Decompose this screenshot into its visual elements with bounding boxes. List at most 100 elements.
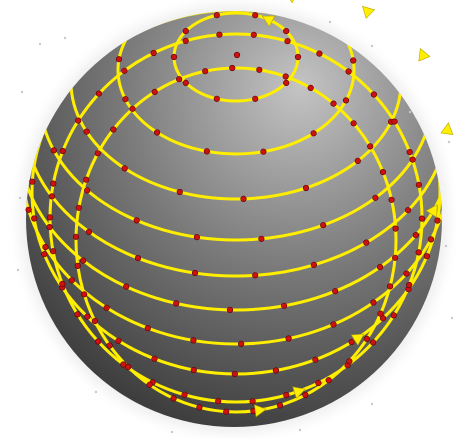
sample-point	[176, 188, 183, 196]
sample-point	[223, 408, 230, 415]
sample-point	[84, 187, 91, 194]
sample-point	[81, 291, 88, 298]
sample-point	[240, 195, 247, 202]
sample-point	[377, 264, 384, 271]
sample-point	[146, 381, 153, 388]
sample-point	[392, 225, 399, 232]
sample-point	[123, 283, 130, 290]
sample-point	[350, 57, 357, 64]
sample-point	[181, 391, 188, 398]
sample-point	[29, 178, 36, 185]
sample-point	[115, 56, 123, 63]
sample-point	[434, 217, 441, 224]
sample-points	[25, 12, 441, 415]
sample-point	[238, 340, 245, 348]
sample-point	[412, 232, 420, 239]
sample-point	[310, 261, 318, 269]
sample-point	[283, 392, 290, 399]
sample-point	[94, 150, 101, 157]
sample-point	[182, 28, 189, 35]
sample-point	[330, 321, 337, 328]
sample-point	[115, 337, 122, 344]
sample-point	[370, 91, 378, 98]
sample-point	[229, 64, 236, 72]
sample-point	[95, 90, 102, 97]
sample-point	[283, 79, 290, 86]
sample-point	[151, 88, 158, 95]
sample-point	[213, 95, 220, 102]
sample-point	[150, 49, 157, 57]
sample-point	[354, 157, 361, 164]
spiral-ring-7	[26, 11, 442, 346]
sample-point	[50, 147, 57, 154]
sample-point	[122, 96, 129, 103]
sample-point	[79, 257, 87, 264]
sample-point	[170, 395, 177, 402]
background-dots	[16, 20, 454, 434]
sample-point	[106, 342, 113, 349]
sample-point	[74, 311, 81, 318]
sample-point	[276, 402, 284, 409]
sample-point	[350, 120, 357, 127]
sample-point	[294, 53, 302, 61]
spiral-ring-5	[26, 11, 442, 278]
sample-point	[252, 272, 259, 279]
sample-point	[391, 118, 398, 125]
sample-point	[231, 370, 238, 378]
sample-point	[284, 38, 291, 45]
sample-point	[48, 193, 56, 200]
sample-point	[427, 236, 435, 243]
sample-point	[403, 270, 410, 277]
sample-point	[282, 73, 289, 80]
sample-point	[372, 194, 379, 201]
spiral-ring-2	[116, 11, 356, 156]
sample-point	[302, 184, 310, 192]
sample-point	[409, 156, 416, 163]
sample-point	[363, 335, 371, 343]
sample-point	[250, 31, 257, 38]
sample-point	[154, 129, 161, 136]
direction-arrow-3	[362, 5, 376, 19]
sample-point	[363, 239, 370, 246]
sample-point	[120, 361, 127, 368]
sample-point	[46, 224, 53, 231]
sample-point	[46, 214, 54, 221]
background-dot	[298, 428, 302, 432]
direction-arrow-5	[440, 122, 454, 135]
background-dot	[38, 42, 42, 46]
sample-point	[216, 31, 223, 38]
sample-point	[346, 358, 353, 365]
sample-point	[41, 251, 48, 258]
direction-arrow-8	[292, 386, 306, 399]
sample-point	[423, 253, 431, 260]
sample-point	[406, 281, 413, 289]
background-dot	[20, 90, 24, 94]
sample-point	[249, 398, 256, 405]
sample-point	[258, 235, 265, 242]
sample-point	[74, 262, 81, 270]
sample-point	[285, 335, 292, 342]
background-dot	[408, 110, 412, 114]
background-dot	[18, 196, 22, 200]
sample-point	[59, 280, 66, 288]
sample-point	[121, 165, 128, 172]
sample-point	[125, 363, 132, 371]
sample-point	[312, 356, 319, 363]
sample-point	[94, 338, 102, 345]
sample-point	[307, 84, 314, 91]
spiral-ring-10	[74, 66, 398, 414]
sample-point	[388, 196, 395, 203]
direction-arrow-7	[350, 333, 365, 346]
sample-point	[170, 53, 178, 61]
background-dot	[170, 430, 174, 434]
background-dot	[450, 316, 454, 320]
sample-point	[379, 169, 387, 176]
direction-arrows	[254, 0, 454, 418]
background-dot	[63, 36, 67, 40]
sample-point	[50, 180, 57, 187]
sample-point	[121, 67, 128, 74]
sample-point	[330, 100, 337, 107]
sample-point	[283, 28, 290, 35]
direction-arrow-9	[254, 404, 267, 418]
